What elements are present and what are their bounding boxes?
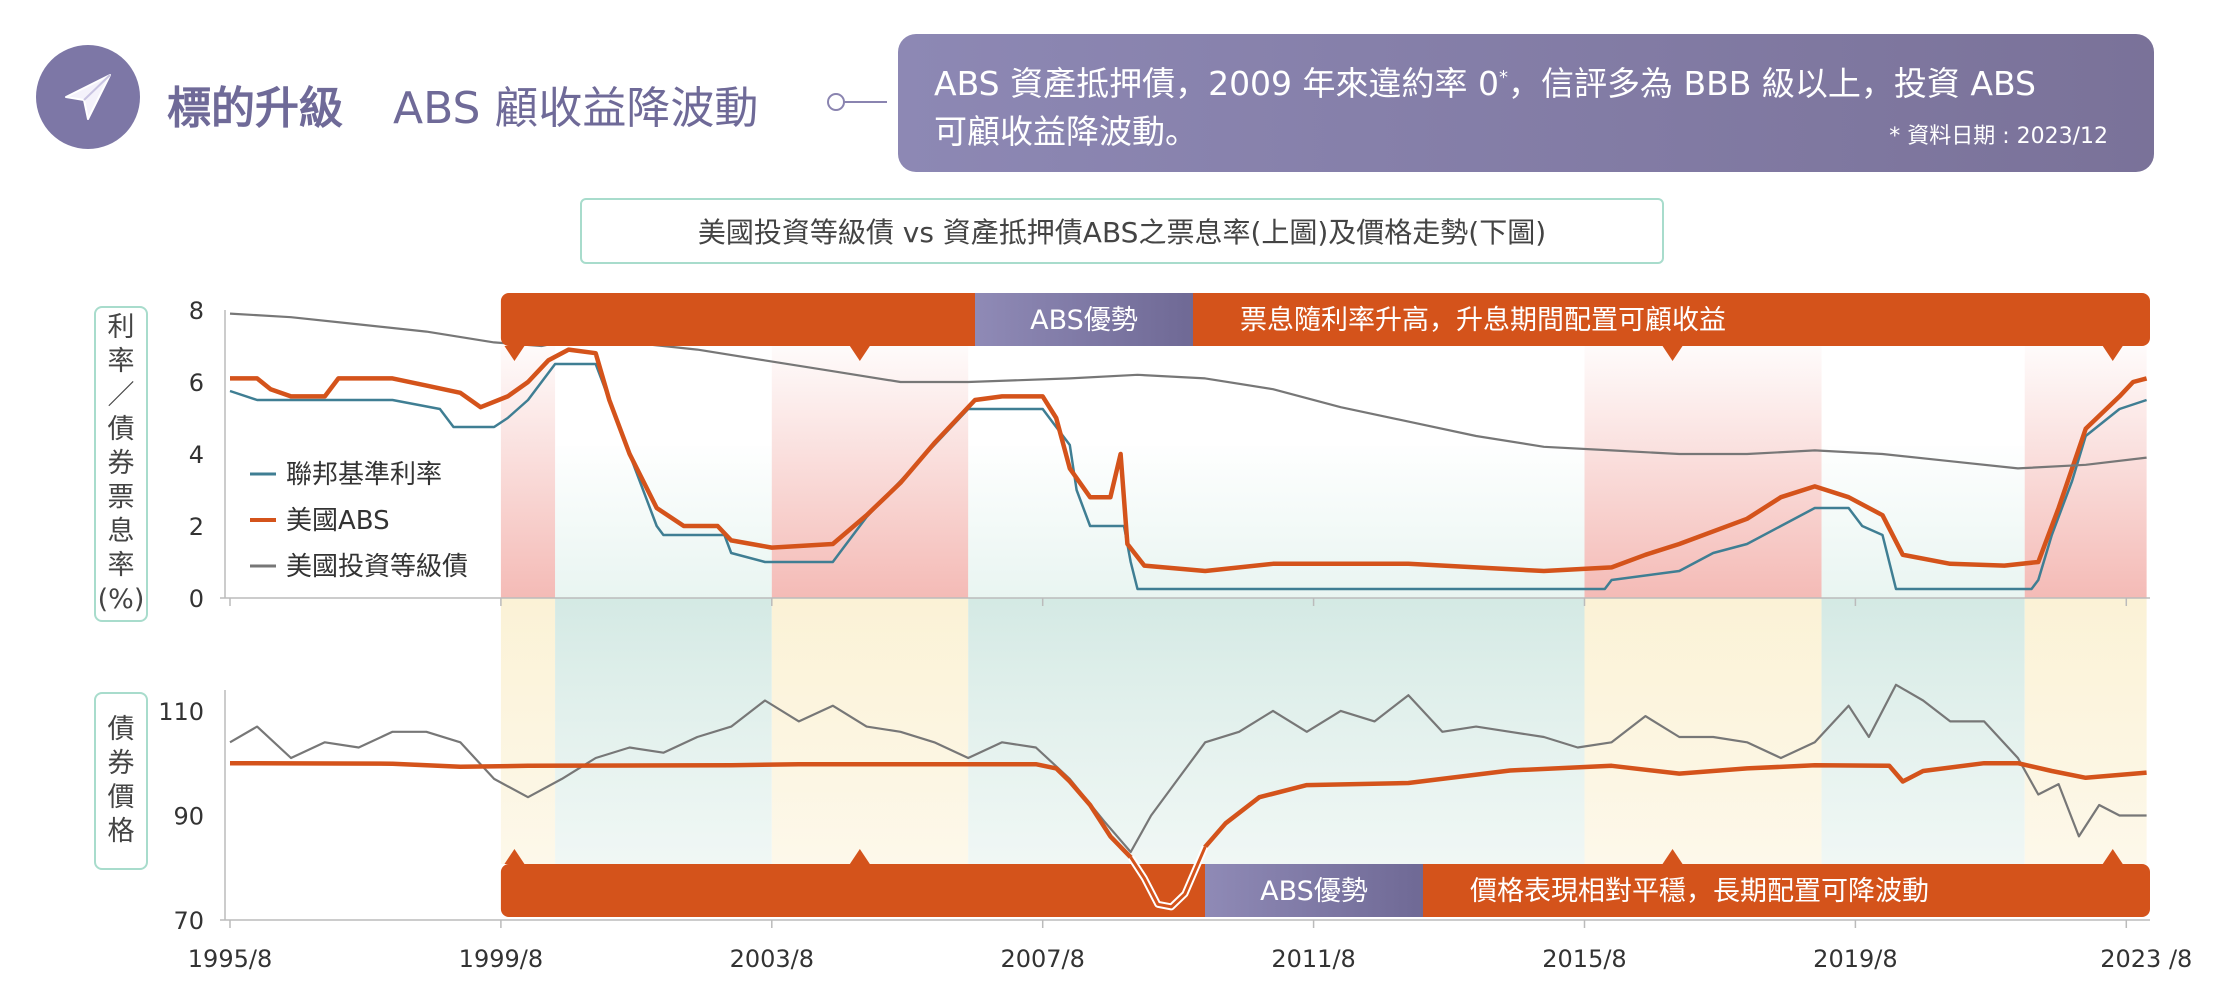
x-tick-label: 2003/8 <box>730 945 814 973</box>
lower-ylabel-char: 價 <box>107 782 135 813</box>
top-banner-arrow <box>504 346 525 361</box>
upper-y-tick-label: 6 <box>189 369 204 397</box>
legend-label: 美國ABS <box>286 506 390 536</box>
upper-y-tick-label: 0 <box>189 585 204 613</box>
connector-line <box>827 93 887 111</box>
upper-ylabel-char: 票 <box>107 482 135 513</box>
shaded-period-upper <box>771 346 969 598</box>
lower-series-line <box>229 683 2147 854</box>
shaded-period-lower <box>1584 598 1822 864</box>
top-badge <box>975 293 1193 346</box>
x-tick-label: 2015/8 <box>1542 945 1626 973</box>
paper-plane-icon-badge <box>36 45 140 149</box>
bottom-banner-text: 價格表現相對平穩，長期配置可降波動 <box>1470 876 1929 907</box>
bottom-banner-arrow <box>2102 849 2123 864</box>
shaded-period-upper <box>968 446 1585 598</box>
lower-y-tick-label: 70 <box>173 907 204 935</box>
note-box: ABS 資產抵押債，2009 年來違約率 0*，信評多為 BBB 級以上，投資 … <box>898 34 2154 172</box>
bottom-badge <box>1205 864 1423 917</box>
upper-ylabel-char: 率 <box>107 346 135 377</box>
upper-y-tick-label: 4 <box>189 441 204 469</box>
upper-series-line <box>230 347 2148 574</box>
upper-ylabel-char: 債 <box>107 414 135 445</box>
top-banner-arrow <box>1662 346 1683 361</box>
note-date: * 資料日期 : 2023/12 <box>1889 124 2108 149</box>
upper-series-line <box>229 362 2147 591</box>
upper-y-tick-label: 8 <box>189 297 204 325</box>
shaded-period-upper <box>555 446 772 598</box>
shaded-period-lower <box>771 598 969 864</box>
upper-ylabel: 利 率 ／ 債 券 票 息 率 (%) <box>94 306 148 622</box>
x-tick-label: 1995/8 <box>188 945 272 973</box>
lower-ylabel-char: 券 <box>107 748 135 779</box>
top-badge-label: ABS優勢 <box>1030 305 1138 336</box>
page-subtitle: ABS 顧收益降波動 <box>393 83 759 134</box>
bottom-banner-arrow <box>504 849 525 864</box>
shaded-period-lower <box>968 598 1585 864</box>
bottom-badge-label: ABS優勢 <box>1260 876 1368 907</box>
x-tick-label: 2023 /8 <box>2100 945 2192 973</box>
paper-plane-icon <box>65 74 111 120</box>
chart-title: 美國投資等級債 vs 資產抵押債ABS之票息率(上圖)及價格走勢(下圖) <box>580 198 1664 264</box>
lower-ylabel-char: 格 <box>107 816 135 847</box>
shaded-period-lower <box>555 598 772 864</box>
top-banner-text: 票息隨利率升高，升息期間配置可顧收益 <box>1240 305 1726 336</box>
upper-ylabel-char: 利 <box>107 312 135 343</box>
shaded-period-upper <box>1821 446 2025 598</box>
upper-ylabel-char: 息 <box>107 516 135 547</box>
x-tick-label: 2011/8 <box>1271 945 1355 973</box>
shaded-period-lower <box>1821 598 2025 864</box>
legend-label: 聯邦基準利率 <box>286 460 442 490</box>
note-line-1-prefix: ABS 資產抵押債，2009 年來違約率 0 <box>934 64 1500 103</box>
upper-y-tick-label: 2 <box>189 513 204 541</box>
top-banner-arrow <box>2102 346 2123 361</box>
upper-ylabel-char: 率 <box>107 550 135 581</box>
page-title: 標的升級 <box>167 83 343 134</box>
bottom-banner-arrow <box>1662 849 1683 864</box>
x-tick-label: 2007/8 <box>1000 945 1084 973</box>
lower-ylabel-char: 債 <box>107 714 135 745</box>
shaded-period-upper <box>1584 346 1822 598</box>
shaded-period-lower <box>2024 598 2147 864</box>
upper-ylabel-char: 券 <box>107 448 135 479</box>
top-banner-arrow <box>849 346 870 361</box>
legend-label: 美國投資等級債 <box>286 552 468 582</box>
top-banner <box>500 293 2151 346</box>
x-tick-label: 1999/8 <box>459 945 543 973</box>
shaded-period-upper <box>500 346 556 598</box>
lower-ylabel: 債 券 價 格 <box>94 692 148 870</box>
note-line-1: ABS 資產抵押債，2009 年來違約率 0*，信評多為 BBB 級以上，投資 … <box>934 54 2118 108</box>
note-line-2: 可顧收益降波動。 <box>934 112 1198 151</box>
abs-dip-line <box>1129 846 1207 909</box>
note-footnote-mark: * <box>1499 67 1509 88</box>
shaded-period-lower <box>500 598 556 864</box>
lower-y-tick-label: 90 <box>173 802 204 830</box>
upper-ylabel-char: (%) <box>97 584 145 615</box>
note-line-1-suffix: ，信評多為 BBB 級以上，投資 ABS <box>1508 64 2036 103</box>
x-tick-label: 2019/8 <box>1813 945 1897 973</box>
lower-y-tick-label: 110 <box>158 698 204 726</box>
bottom-banner-arrow <box>849 849 870 864</box>
upper-ylabel-char: ／ <box>107 380 135 411</box>
